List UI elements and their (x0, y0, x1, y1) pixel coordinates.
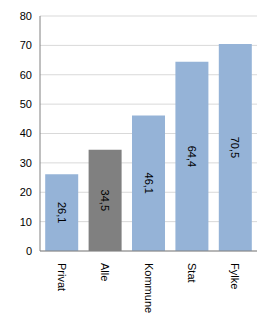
svg-text:70: 70 (20, 39, 32, 51)
svg-text:40: 40 (20, 127, 32, 139)
svg-text:26,1: 26,1 (56, 202, 68, 223)
svg-text:Fylke: Fylke (229, 263, 241, 289)
svg-text:30: 30 (20, 157, 32, 169)
svg-text:Alle: Alle (99, 263, 111, 281)
svg-text:60: 60 (20, 69, 32, 81)
svg-text:50: 50 (20, 98, 32, 110)
svg-text:34,5: 34,5 (99, 190, 111, 211)
svg-text:70,5: 70,5 (229, 137, 241, 158)
svg-text:64,4: 64,4 (186, 146, 198, 167)
svg-text:10: 10 (20, 216, 32, 228)
svg-text:Stat: Stat (186, 263, 198, 283)
svg-text:46,1: 46,1 (143, 173, 155, 194)
svg-text:Kommune: Kommune (143, 263, 155, 313)
svg-text:80: 80 (20, 10, 32, 22)
svg-text:0: 0 (26, 245, 32, 257)
svg-text:Privat: Privat (56, 263, 68, 291)
svg-text:20: 20 (20, 186, 32, 198)
